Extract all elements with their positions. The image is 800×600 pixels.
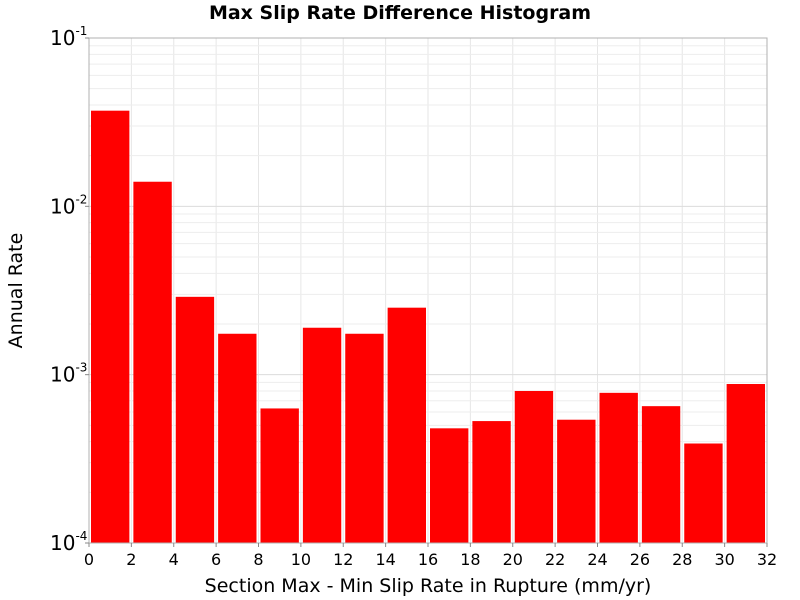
histogram-bar [726,384,765,543]
x-tick-label: 32 [757,550,777,569]
x-tick-label: 6 [211,550,221,569]
y-axis-label: Annual Rate [5,233,27,349]
histogram-bar [345,333,384,543]
y-axis-ticks: 10-1 10-2 10-3 10-4 [50,24,89,555]
histogram-bar [175,296,215,543]
x-tick-label: 24 [587,550,607,569]
x-tick-label: 10 [291,550,311,569]
bars [91,110,765,544]
histogram-bar [641,406,681,543]
x-tick-label: 14 [375,550,395,569]
histogram-bar [91,110,130,544]
x-axis-label: Section Max - Min Slip Rate in Rupture (… [205,575,652,597]
x-axis-ticks: 0 2 4 6 8 10 12 14 16 18 20 22 24 26 28 30 32 [84,543,777,569]
histogram-bar [133,181,172,543]
x-tick-label: 28 [672,550,692,569]
y-tick-label: 10-1 [50,24,87,50]
y-tick-label: 10-2 [50,192,87,218]
x-tick-label: 4 [169,550,179,569]
x-tick-label: 26 [630,550,650,569]
histogram-bar [472,421,511,543]
x-tick-label: 30 [714,550,734,569]
x-tick-label: 16 [418,550,438,569]
x-tick-label: 0 [84,550,94,569]
x-tick-label: 22 [545,550,565,569]
x-tick-label: 20 [503,550,523,569]
chart-title: Max Slip Rate Difference Histogram [208,2,592,24]
histogram-bar [218,333,257,543]
histogram-bar [260,408,299,543]
histogram-bar [684,443,723,543]
histogram-bar [387,307,426,543]
x-tick-label: 12 [333,550,353,569]
x-tick-label: 2 [126,550,136,569]
x-tick-label: 18 [460,550,480,569]
y-tick-label: 10-3 [50,361,87,387]
x-tick-label: 8 [253,550,263,569]
histogram-bar [430,428,469,543]
histogram-bar [599,392,638,543]
histogram-bar [514,390,554,543]
y-tick-label: 10-4 [50,529,87,555]
histogram-bar [302,327,342,543]
histogram-bar [557,419,596,543]
